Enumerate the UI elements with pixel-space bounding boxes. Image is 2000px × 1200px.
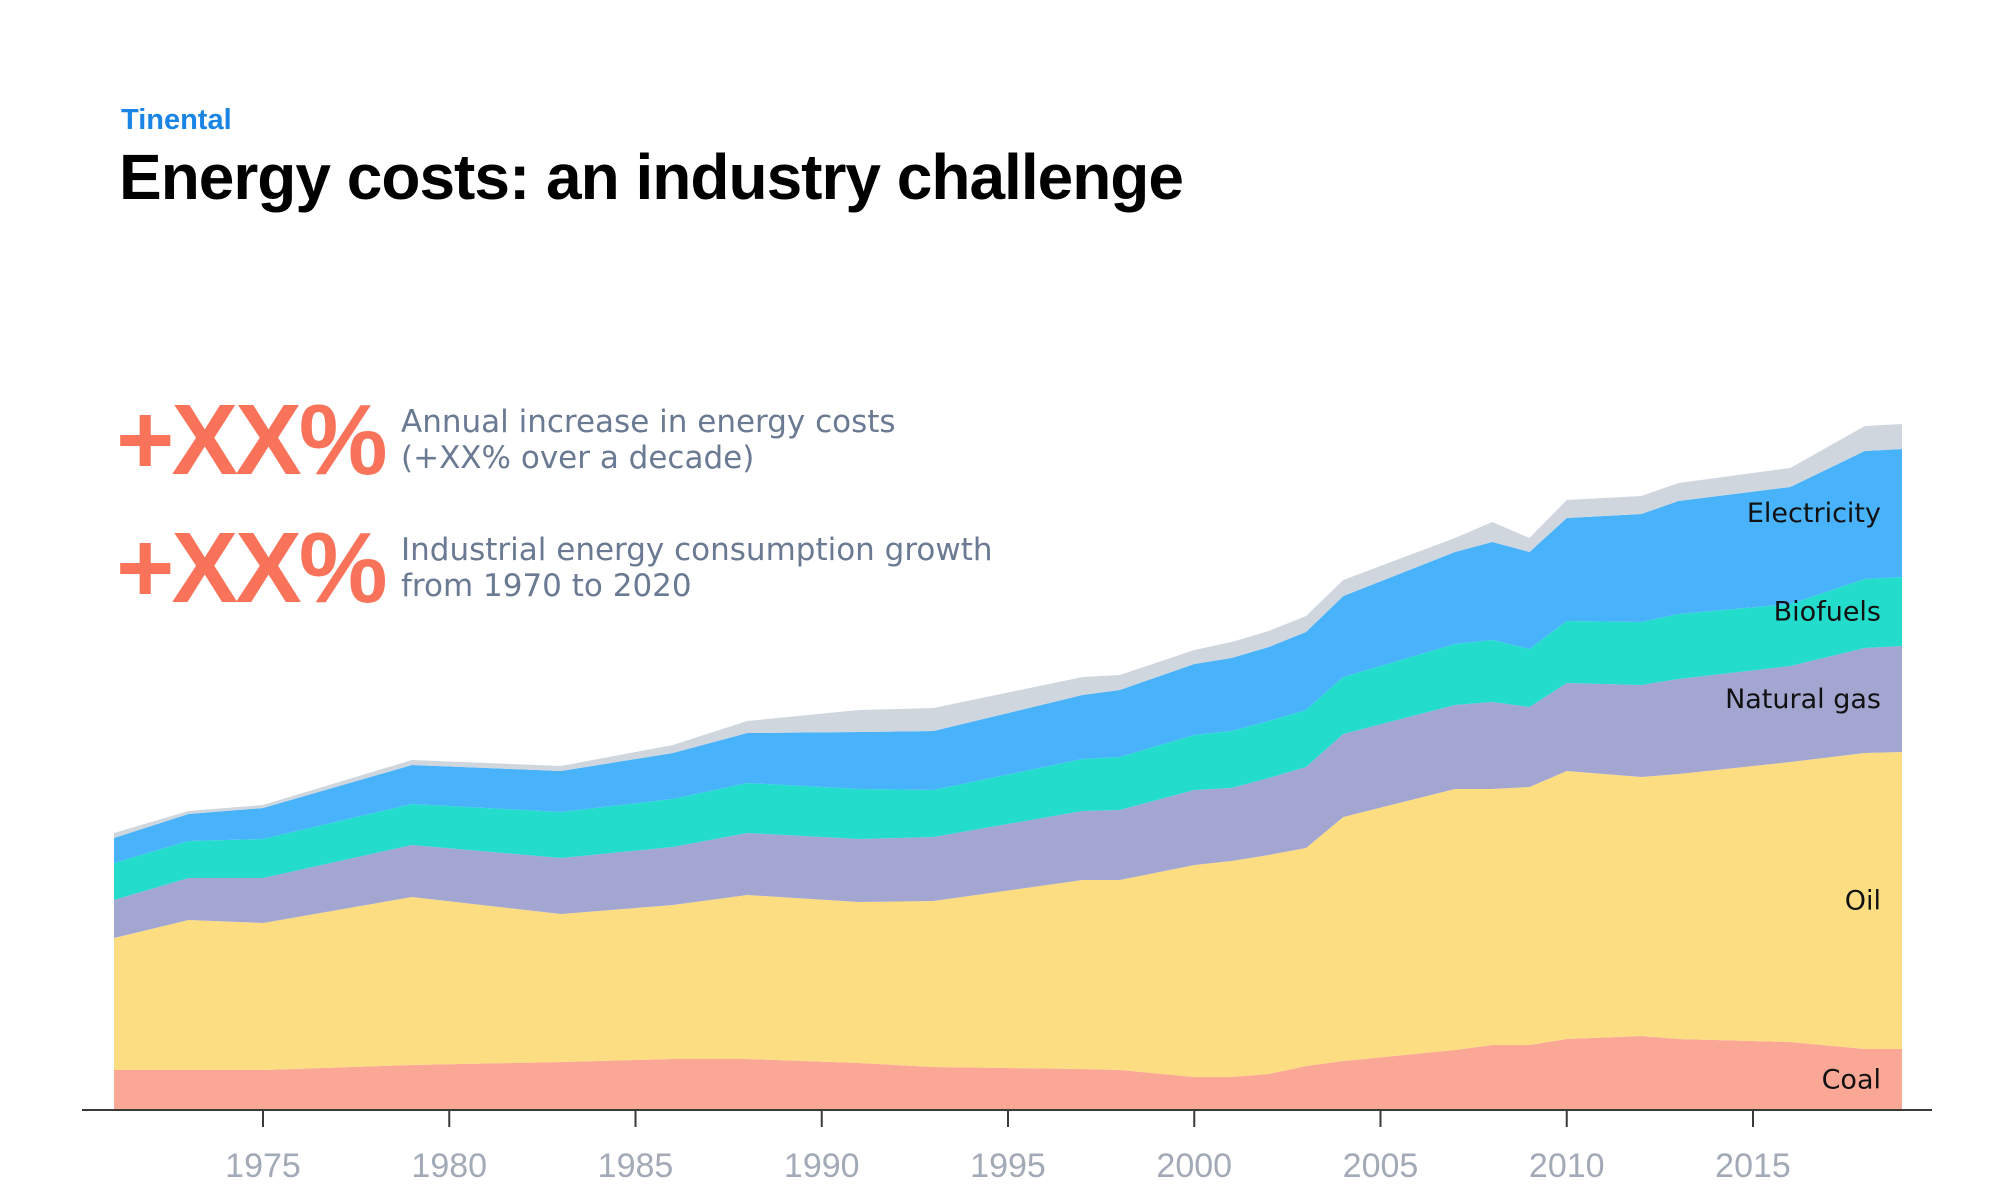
area-coal xyxy=(114,1036,1902,1110)
x-tick-label: 2005 xyxy=(1343,1147,1419,1185)
stat-consumption-growth: +XX% Industrial energy consumption growt… xyxy=(116,518,993,618)
area-natural-gas xyxy=(114,646,1902,938)
area-other xyxy=(114,424,1902,838)
brand-name: Tinental xyxy=(121,104,232,136)
series-label-electricity: Electricity xyxy=(1747,498,1881,529)
x-tick-label: 1990 xyxy=(784,1147,860,1185)
stat-description-line: (+XX% over a decade) xyxy=(401,440,755,476)
x-tick-label: 1980 xyxy=(411,1147,487,1185)
stat-value: +XX% xyxy=(116,512,388,624)
area-electricity xyxy=(114,449,1902,863)
series-label-oil: Oil xyxy=(1845,886,1881,917)
x-tick-label: 2015 xyxy=(1715,1147,1791,1185)
area-oil xyxy=(114,752,1902,1077)
stat-description: Annual increase in energy costs (+XX% ov… xyxy=(401,404,896,476)
x-tick-label: 2010 xyxy=(1529,1147,1605,1185)
stat-description-line: from 1970 to 2020 xyxy=(401,568,692,604)
stat-value: +XX% xyxy=(116,384,388,496)
area-biofuels xyxy=(114,577,1902,900)
stat-annual-cost-increase: +XX% Annual increase in energy costs (+X… xyxy=(116,390,896,490)
x-tick-label: 1985 xyxy=(598,1147,674,1185)
stat-description-line: Industrial energy consumption growth xyxy=(401,532,993,568)
stat-description-line: Annual increase in energy costs xyxy=(401,404,896,440)
stat-description: Industrial energy consumption growth fro… xyxy=(401,532,993,604)
series-label-coal: Coal xyxy=(1822,1065,1881,1096)
x-tick-label: 1995 xyxy=(970,1147,1046,1185)
series-label-natural-gas: Natural gas xyxy=(1725,684,1881,715)
page-title: Energy costs: an industry challenge xyxy=(119,141,1184,213)
x-tick-label: 2000 xyxy=(1156,1147,1232,1185)
x-tick-label: 1975 xyxy=(225,1147,301,1185)
series-label-biofuels: Biofuels xyxy=(1774,597,1881,628)
